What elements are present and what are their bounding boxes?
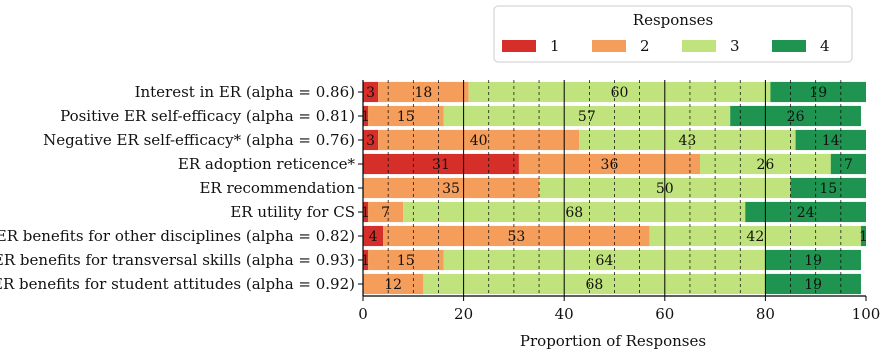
segment-label: 1	[361, 253, 370, 269]
bar-segment	[443, 249, 766, 271]
segment-label: 15	[819, 181, 837, 197]
segment-label: 24	[797, 205, 815, 221]
bar-segment	[363, 225, 384, 247]
bar-segment	[579, 129, 796, 151]
segment-label: 42	[746, 229, 764, 245]
bar-segment	[860, 225, 866, 247]
segment-label: 4	[369, 229, 378, 245]
bar-segment	[363, 249, 369, 271]
vertical-gridlines	[387, 80, 842, 296]
segment-label: 19	[804, 277, 822, 293]
legend-label: 1	[550, 37, 560, 55]
segment-label: 40	[470, 133, 488, 149]
segment-label: 3	[366, 85, 375, 101]
legend-box	[493, 5, 853, 63]
segment-label: 7	[381, 205, 390, 221]
bar-segment	[423, 273, 766, 295]
segment-label: 68	[565, 205, 583, 221]
segment-label: 50	[656, 181, 674, 197]
segment-label: 53	[508, 229, 526, 245]
axes	[358, 80, 867, 301]
segment-label: 19	[809, 85, 827, 101]
y-tick-label: ER utility for CS	[230, 203, 355, 221]
bar-segments	[363, 81, 866, 295]
x-tick-label: 40	[555, 305, 574, 323]
bar-segment	[368, 105, 444, 127]
legend-label: 3	[730, 37, 740, 55]
segment-label: 60	[611, 85, 629, 101]
bar-segment	[765, 273, 861, 295]
bar-segment	[730, 105, 861, 127]
bar-segment	[363, 129, 379, 151]
x-tick-labels: 0 20 40 60 80 100	[358, 305, 880, 323]
segment-label: 19	[804, 253, 822, 269]
segment-label: 1	[361, 109, 370, 125]
segment-label: 43	[679, 133, 697, 149]
segment-label: 7	[844, 157, 853, 173]
legend-swatch	[682, 40, 716, 52]
segment-label: 15	[397, 109, 415, 125]
bar-segment	[363, 105, 369, 127]
bar-segment	[368, 201, 404, 223]
segment-label: 15	[397, 253, 415, 269]
bar-segment	[363, 153, 519, 175]
y-tick-label: Negative ER self-efficacy* (alpha = 0.76…	[43, 131, 355, 149]
segment-label: 18	[414, 85, 432, 101]
x-tick-label: 20	[454, 305, 473, 323]
x-tick-label: 80	[756, 305, 775, 323]
bar-segment	[790, 177, 866, 199]
bar-segment	[770, 81, 866, 103]
bar-segment	[745, 201, 866, 223]
segment-label: 14	[822, 133, 840, 149]
legend-title: Responses	[633, 11, 713, 29]
segment-label: 26	[787, 109, 805, 125]
bar-segment	[363, 81, 379, 103]
bar-segment	[363, 273, 424, 295]
y-tick-label: ER adoption reticence*	[178, 155, 356, 173]
bar-segment	[649, 225, 861, 247]
y-tick-label: ER benefits for transversal skills (alph…	[0, 251, 355, 269]
bar-segment	[383, 225, 650, 247]
x-axis-label: Proportion of Responses	[520, 332, 706, 350]
legend-swatch	[772, 40, 806, 52]
segment-label: 12	[384, 277, 402, 293]
legend-swatch	[502, 40, 536, 52]
bar-segment	[830, 153, 866, 175]
segment-label: 26	[756, 157, 774, 173]
segment-label: 68	[585, 277, 603, 293]
bar-segment	[468, 81, 771, 103]
legend-label: 4	[820, 37, 830, 55]
bar-segment	[765, 249, 861, 271]
segment-label: 35	[442, 181, 460, 197]
segment-label: 1	[361, 205, 370, 221]
y-tick-labels: Interest in ER (alpha = 0.86) Positive ER…	[0, 83, 355, 293]
y-tick-label: Interest in ER (alpha = 0.86)	[135, 83, 355, 101]
y-tick-label: ER benefits for other disciplines (alpha…	[0, 227, 355, 245]
bar-segment	[363, 177, 540, 199]
x-tick-label: 0	[358, 305, 368, 323]
y-tick-label: Positive ER self-efficacy (alpha = 0.81)	[60, 107, 355, 125]
bar-segment	[363, 201, 369, 223]
segment-label: 31	[432, 157, 450, 173]
x-tick-label: 60	[655, 305, 674, 323]
segment-label: 36	[601, 157, 619, 173]
segment-label: 64	[596, 253, 614, 269]
bar-segment	[443, 105, 731, 127]
bar-segment	[378, 129, 580, 151]
bar-segment	[378, 81, 469, 103]
bar-segment	[368, 249, 444, 271]
segment-label: 57	[578, 109, 596, 125]
legend-swatch	[592, 40, 626, 52]
y-tick-label: ER benefits for student attitudes (alpha…	[0, 275, 355, 293]
bar-segment	[795, 129, 866, 151]
legend: Responses 1 2 3 4	[493, 5, 853, 63]
x-tick-label: 100	[852, 305, 881, 323]
segment-label: 1	[859, 229, 868, 245]
y-tick-label: ER recommendation	[199, 179, 355, 197]
legend-label: 2	[640, 37, 650, 55]
segment-label: 3	[366, 133, 375, 149]
